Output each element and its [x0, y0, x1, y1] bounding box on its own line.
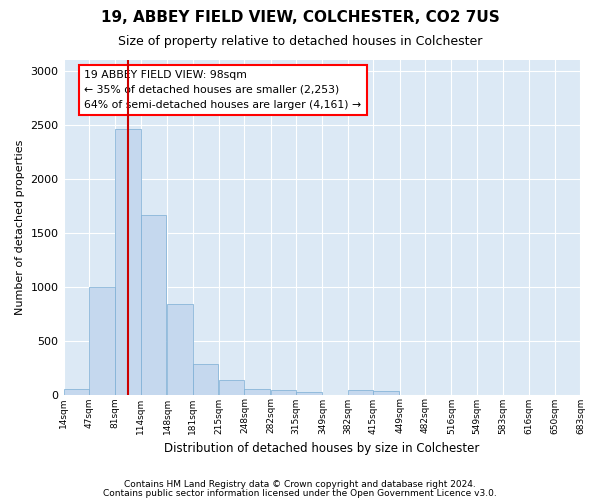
Text: Contains HM Land Registry data © Crown copyright and database right 2024.: Contains HM Land Registry data © Crown c… — [124, 480, 476, 489]
Bar — [193, 364, 218, 394]
Y-axis label: Number of detached properties: Number of detached properties — [15, 140, 25, 315]
Text: 19 ABBEY FIELD VIEW: 98sqm
← 35% of detached houses are smaller (2,253)
64% of s: 19 ABBEY FIELD VIEW: 98sqm ← 35% of deta… — [84, 70, 361, 110]
Bar — [115, 129, 141, 394]
Bar — [373, 390, 399, 394]
Bar — [348, 390, 373, 394]
Bar — [219, 380, 244, 394]
Bar — [141, 216, 166, 394]
Bar — [244, 389, 270, 394]
Text: 19, ABBEY FIELD VIEW, COLCHESTER, CO2 7US: 19, ABBEY FIELD VIEW, COLCHESTER, CO2 7U… — [101, 10, 499, 25]
Bar — [167, 304, 193, 394]
Bar — [89, 286, 115, 395]
Bar — [64, 388, 89, 394]
Bar — [296, 392, 322, 394]
Text: Size of property relative to detached houses in Colchester: Size of property relative to detached ho… — [118, 35, 482, 48]
X-axis label: Distribution of detached houses by size in Colchester: Distribution of detached houses by size … — [164, 442, 480, 455]
Text: Contains public sector information licensed under the Open Government Licence v3: Contains public sector information licen… — [103, 488, 497, 498]
Bar — [271, 390, 296, 394]
